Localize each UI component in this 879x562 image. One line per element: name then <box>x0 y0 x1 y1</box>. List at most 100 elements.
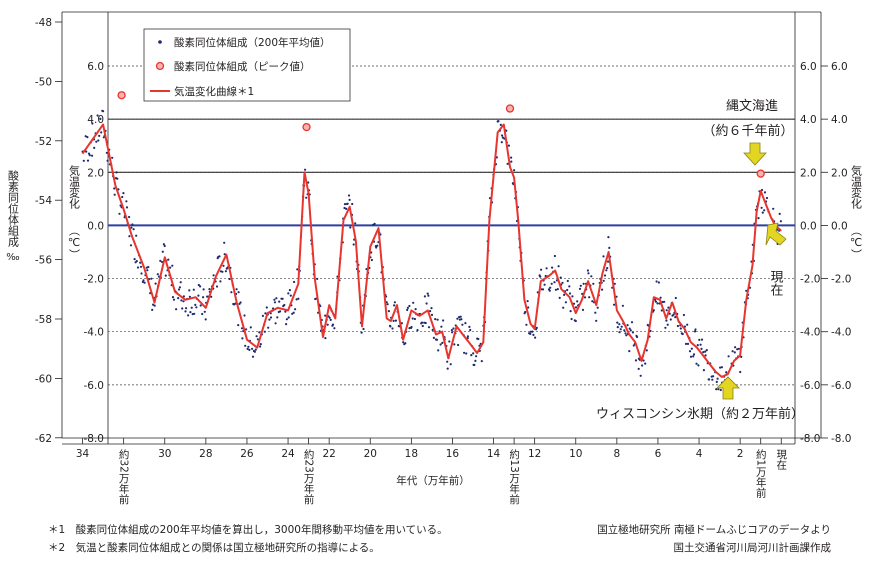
isotope-dot <box>639 374 642 377</box>
isotope-dot <box>324 314 327 317</box>
isotope-dot <box>163 244 166 248</box>
x-tick-label: 22 <box>322 448 335 460</box>
isotope-dot <box>731 350 734 353</box>
isotope-dot <box>472 352 475 355</box>
right-axis-ticks: 6.0 4.0 2.0 0.0 -2.0 -4.0 -6.0 -8.0 <box>821 61 852 445</box>
source-credit-1: 国立極地研究所 南極ドームふじコアのデータより <box>597 524 831 536</box>
isotope-dot <box>100 131 103 134</box>
left-tick-label: -52 <box>35 136 52 148</box>
isotope-dot <box>202 288 205 291</box>
isotope-dot <box>686 342 690 345</box>
isotope-dot <box>553 281 556 284</box>
isotope-dot <box>140 272 143 275</box>
isotope-dot <box>602 279 605 282</box>
isotope-dot <box>180 299 183 302</box>
isotope-dot <box>468 325 471 328</box>
isotope-dot <box>693 330 697 333</box>
isotope-dot <box>249 326 252 329</box>
isotope-dot <box>293 280 296 284</box>
isotope-dot <box>404 342 407 345</box>
left-tick-label: -48 <box>35 17 52 29</box>
isotope-dot <box>406 306 409 309</box>
isotope-dot <box>448 340 451 343</box>
isotope-dot <box>499 123 502 126</box>
isotope-dot <box>682 313 686 317</box>
legend-label-curve: 気温変化曲線＊1 <box>174 85 254 98</box>
isotope-dot <box>572 302 576 305</box>
isotope-dot <box>324 337 327 340</box>
isotope-dot <box>477 337 480 341</box>
isotope-dot <box>534 336 537 339</box>
isotope-dot <box>159 259 162 262</box>
isotope-dot <box>763 209 766 212</box>
isotope-dot <box>605 269 608 272</box>
isotope-dot <box>672 313 675 316</box>
isotope-dot <box>133 258 136 261</box>
x-tick-label: 18 <box>405 448 418 460</box>
left-tick-label: -58 <box>35 314 52 326</box>
isotope-dot <box>411 317 414 320</box>
isotope-dot <box>602 255 605 258</box>
isotope-dot <box>667 306 670 309</box>
isotope-dot <box>113 187 116 190</box>
isotope-dot <box>596 306 599 309</box>
isotope-dot <box>702 351 705 354</box>
left-tick-label: -54 <box>35 195 52 207</box>
isotope-dot <box>704 354 707 357</box>
isotope-dot <box>204 318 207 321</box>
isotope-dot <box>719 366 722 369</box>
isotope-dot <box>506 162 509 165</box>
isotope-dot <box>574 319 577 323</box>
isotope-dot <box>273 298 276 301</box>
isotope-dot <box>686 323 689 326</box>
isotope-dot <box>202 296 205 299</box>
isotope-dot <box>345 207 348 210</box>
isotope-dot <box>296 268 299 271</box>
isotope-dot <box>566 288 569 292</box>
isotope-dot <box>414 308 417 311</box>
left-tick-label: -60 <box>35 373 52 385</box>
isotope-dot <box>451 331 454 334</box>
isotope-dot <box>197 283 200 287</box>
x-tick-label: 20 <box>364 448 377 460</box>
isotope-dot <box>96 114 99 117</box>
arrow-up-icon <box>716 376 740 400</box>
isotope-dot <box>581 308 585 311</box>
isotope-dot <box>194 303 197 306</box>
isotope-dot <box>224 270 227 273</box>
isotope-dot <box>426 292 429 295</box>
isotope-dot <box>143 281 146 284</box>
isotope-dot <box>624 332 627 335</box>
isotope-dot <box>513 169 516 172</box>
isotope-dot <box>674 296 677 300</box>
x-axis-ticks: 34 30 28 26 24 22 20 18 16 14 12 10 8 6 4 2 <box>76 438 743 460</box>
isotope-dot <box>239 301 242 304</box>
isotope-dot <box>631 331 635 334</box>
isotope-dot <box>621 304 625 307</box>
isotope-dot <box>199 304 202 307</box>
isotope-dot <box>694 328 697 331</box>
isotope-dot <box>400 322 403 325</box>
peak-marker <box>756 169 765 178</box>
isotope-dot <box>287 316 290 319</box>
isotope-dot <box>329 318 332 321</box>
isotope-dot <box>402 341 405 344</box>
isotope-dot <box>93 146 96 149</box>
isotope-dot <box>346 202 349 205</box>
isotope-dot <box>719 388 722 392</box>
isotope-dot <box>285 323 288 326</box>
isotope-dot <box>190 306 193 309</box>
isotope-dot <box>153 304 156 307</box>
isotope-dot <box>592 282 595 285</box>
isotope-dot <box>463 351 466 354</box>
left-axis-label: 酸素同位体組成 <box>7 169 20 248</box>
legend-dot-marker <box>158 40 162 44</box>
isotope-dot <box>162 243 165 246</box>
isotope-dot <box>623 329 626 332</box>
isotope-dot <box>613 303 616 306</box>
isotope-dot <box>305 196 308 199</box>
isotope-dot <box>264 312 267 315</box>
isotope-dot <box>152 303 155 306</box>
isotope-dot <box>607 236 610 239</box>
isotope-dot <box>275 297 278 300</box>
